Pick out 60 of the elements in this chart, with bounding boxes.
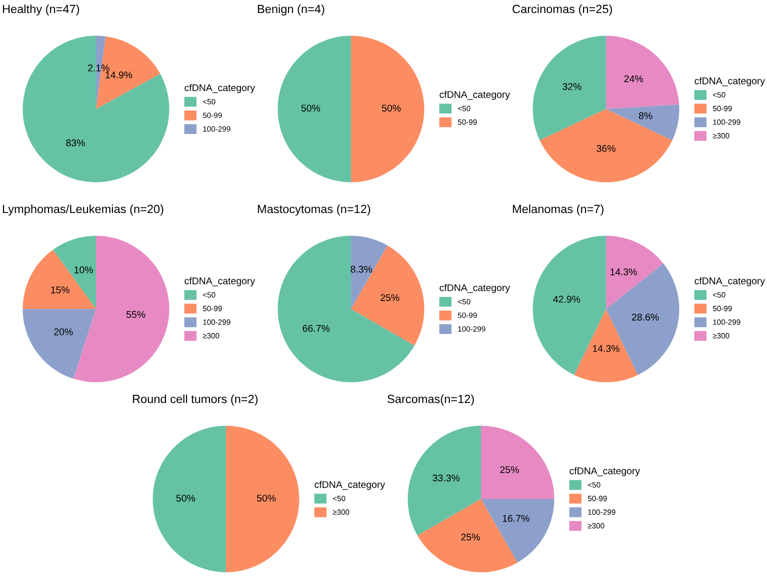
legend-title: cfDNA_category [694, 77, 766, 86]
chart-title: Mastocytomas (n=12) [258, 204, 370, 216]
data-label: 50% [382, 104, 401, 112]
legend-title: cfDNA_category [184, 277, 256, 286]
data-label: 32% [562, 83, 582, 90]
data-label: 36% [596, 145, 616, 152]
data-label: 33.3% [432, 474, 460, 482]
data-label: 25% [380, 294, 400, 302]
data-label: 50% [301, 104, 320, 112]
pie-slice [52, 236, 96, 309]
data-label: 8.3% [350, 266, 372, 273]
chart-title: Healthy (n=47) [2, 4, 80, 16]
data-label: 14.3% [592, 345, 620, 352]
legend-title: cfDNA_category [440, 90, 510, 100]
data-label: 14.9% [106, 71, 132, 78]
pie-slice [481, 499, 554, 563]
data-label: 25% [500, 466, 519, 474]
legend-title: cfDNA_category [440, 284, 510, 294]
pie-slice [606, 36, 680, 109]
pie-slice [22, 309, 96, 379]
data-label: 83% [66, 139, 85, 146]
data-label: 8% [638, 112, 652, 120]
pie-slice [532, 36, 606, 140]
chart-title: Round cell tumors (n=2) [132, 394, 258, 406]
pie-slice [408, 426, 481, 536]
data-label: 28.6% [632, 314, 659, 321]
pie-slice [152, 426, 226, 572]
pie-slice [351, 245, 424, 346]
data-label: 15% [51, 286, 70, 294]
legend-title: cfDNA_category [184, 84, 256, 94]
data-label: 50% [256, 494, 276, 502]
data-label: 14.3% [610, 268, 637, 276]
data-label: 66.7% [302, 324, 330, 332]
chart-title: Benign (n=4) [258, 4, 324, 16]
data-label: 10% [74, 266, 93, 274]
legend-title: cfDNA_category [694, 277, 766, 286]
pie-slice [540, 109, 672, 182]
legend-title: cfDNA_category [570, 467, 640, 476]
chart-title: Lymphomas/Leukemias (n=20) [2, 204, 164, 216]
pie-slice [22, 250, 96, 309]
pie-slice [606, 104, 680, 140]
chart-title: Carcinomas (n=25) [512, 4, 612, 16]
pie-slice [278, 236, 415, 382]
pie-slice [73, 236, 170, 382]
data-label: 25% [461, 534, 480, 541]
data-label: 20% [54, 328, 73, 336]
legend-title: cfDNA_category [314, 480, 386, 490]
pie-slice [481, 426, 554, 499]
data-label: 50% [176, 494, 196, 502]
pie-slice [226, 426, 300, 572]
pie-slice [606, 236, 664, 309]
pie-slice [22, 36, 170, 182]
chart-title: Melanomas (n=7) [512, 204, 604, 216]
data-label: 42.9% [553, 296, 580, 303]
data-label: 55% [126, 311, 146, 318]
pie-slice [278, 36, 351, 182]
chart-title: Sarcomas(n=12) [388, 394, 474, 406]
pie-slice [351, 36, 424, 182]
data-label: 16.7% [502, 514, 530, 522]
data-label: 24% [624, 75, 643, 82]
